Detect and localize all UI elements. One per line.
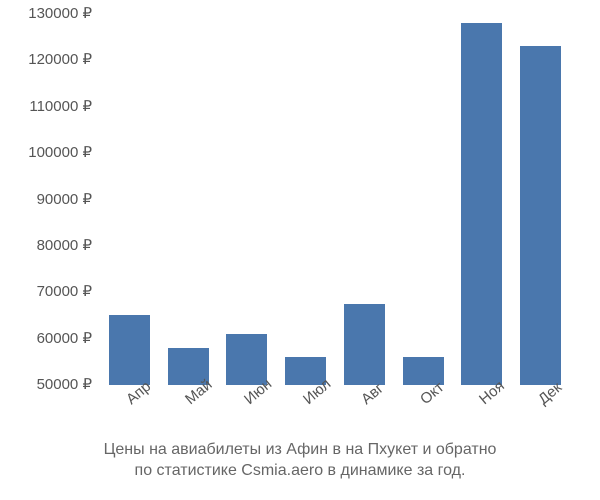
bar-slot: Окт <box>394 14 453 385</box>
bar <box>109 315 150 385</box>
bar-slot: Ноя <box>453 14 512 385</box>
y-tick-label: 70000 ₽ <box>37 282 100 300</box>
bar <box>461 23 502 385</box>
y-tick-label: 80000 ₽ <box>37 236 100 254</box>
y-tick-label: 130000 ₽ <box>28 4 100 22</box>
bar-slot: Дек <box>511 14 570 385</box>
bar-slot: Июн <box>218 14 277 385</box>
y-tick-label: 50000 ₽ <box>37 375 100 393</box>
bar-slot: Авг <box>335 14 394 385</box>
price-bar-chart: АпрМайИюнИюлАвгОктНояДек 50000 ₽ 60000 ₽ 7… <box>0 0 600 500</box>
bar <box>344 304 385 385</box>
bars-container: АпрМайИюнИюлАвгОктНояДек <box>100 14 570 385</box>
bar-slot: Июл <box>276 14 335 385</box>
caption-line-2: по статистике Csmia.aero в динамике за г… <box>135 462 466 479</box>
y-tick-label: 100000 ₽ <box>28 143 100 161</box>
caption-line-1: Цены на авиабилеты из Афин в на Пхукет и… <box>104 441 497 458</box>
bar <box>520 46 561 385</box>
y-tick-label: 90000 ₽ <box>37 190 100 208</box>
bar-slot: Май <box>159 14 218 385</box>
bar-slot: Апр <box>100 14 159 385</box>
y-tick-label: 60000 ₽ <box>37 329 100 347</box>
y-tick-label: 120000 ₽ <box>28 50 100 68</box>
y-tick-label: 110000 ₽ <box>29 97 100 115</box>
plot-area: АпрМайИюнИюлАвгОктНояДек 50000 ₽60000 ₽7… <box>100 14 570 385</box>
chart-caption: Цены на авиабилеты из Афин в на Пхукет и… <box>0 439 600 482</box>
